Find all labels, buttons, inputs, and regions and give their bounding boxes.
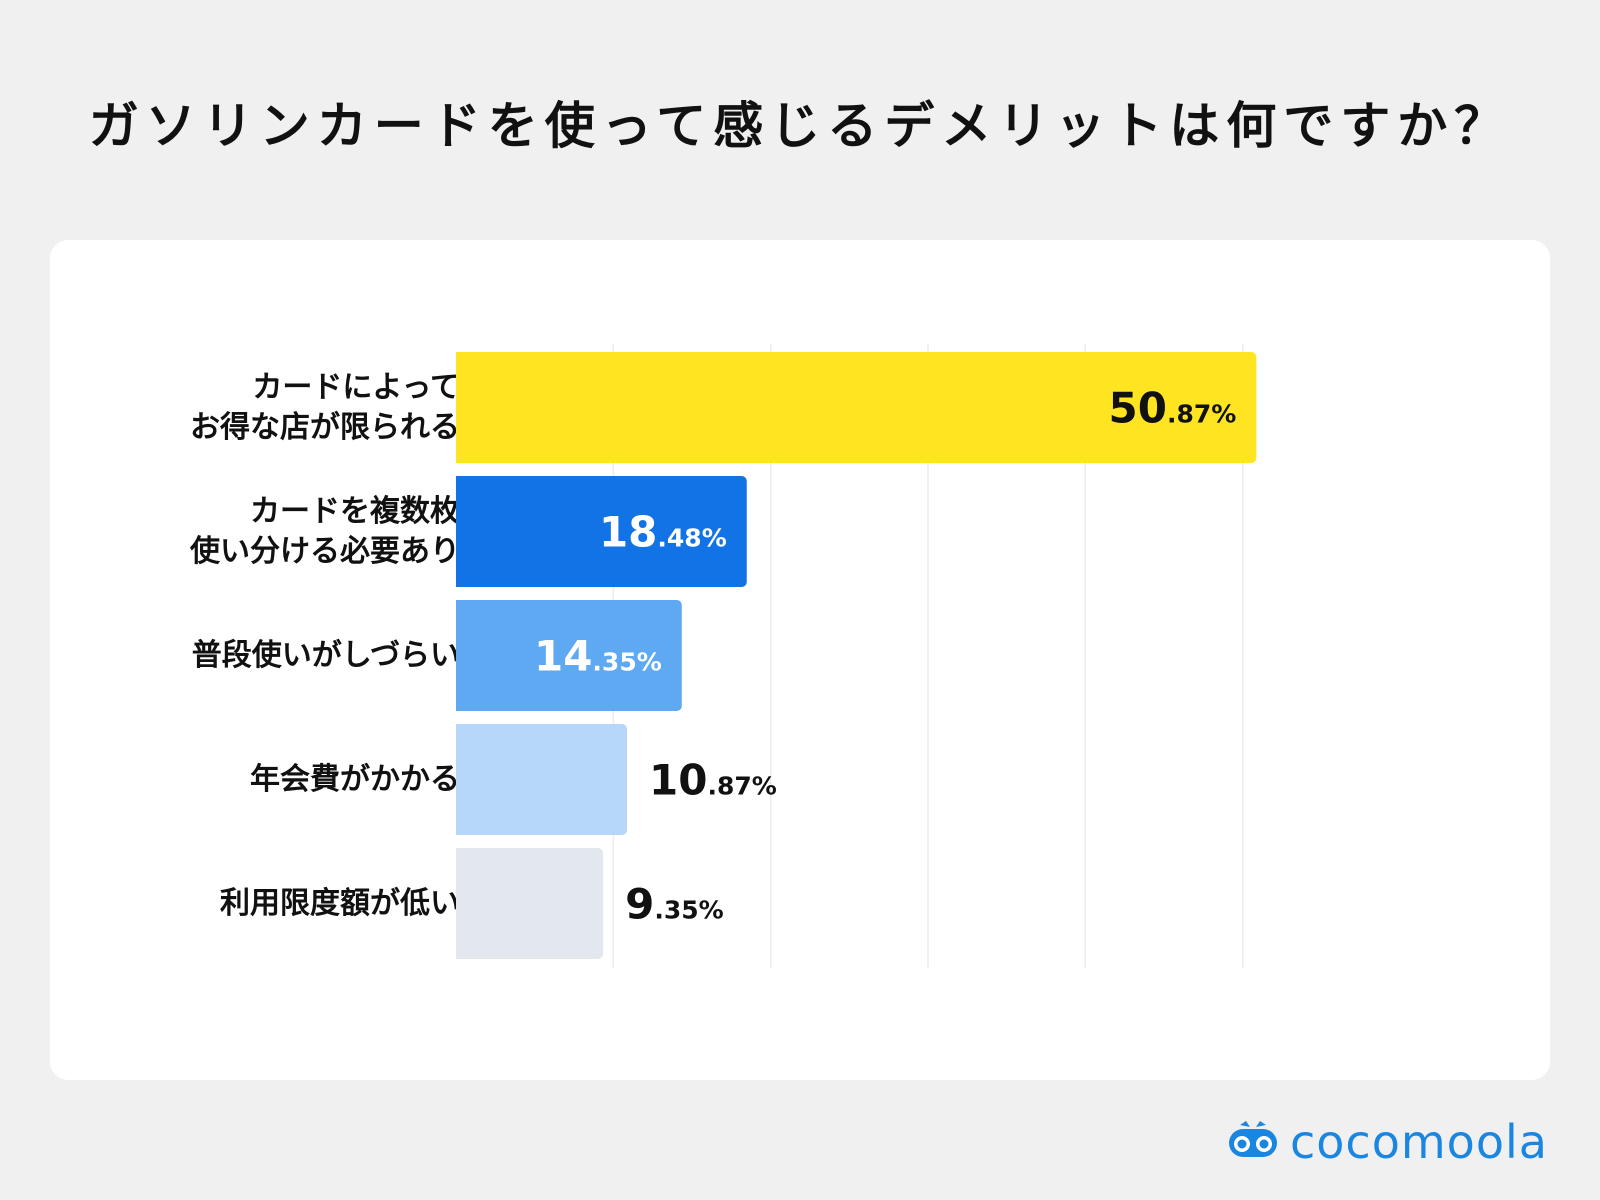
value-label-int: 10 — [649, 756, 707, 805]
value-label-dec: .48% — [657, 524, 726, 553]
value-label-dec: .87% — [707, 772, 776, 801]
value-label-int: 14 — [534, 632, 592, 681]
value-label-int: 50 — [1109, 384, 1167, 433]
value-label: 14.35% — [534, 632, 662, 681]
bar-edge — [456, 352, 464, 463]
bar-edge — [456, 600, 464, 711]
category-label-line: 利用限度額が低い — [220, 885, 460, 921]
category-label: 普段使いがしづらい — [110, 636, 460, 676]
value-label: 10.87% — [649, 756, 777, 805]
bar-group: 50.87% — [456, 352, 1257, 463]
category-label: 利用限度額が低い — [110, 884, 460, 924]
chart-title: ガソリンカードを使って感じるデメリットは何ですか？ — [88, 97, 1512, 155]
value-label: 50.87% — [1109, 384, 1237, 433]
category-label-line: お得な店が限られる — [190, 409, 460, 445]
category-label: カードによってお得な店が限られる — [110, 368, 460, 448]
bar — [456, 600, 682, 711]
category-label-line: カードを複数枚 — [250, 493, 460, 529]
bar-group: 14.35% — [456, 600, 682, 711]
value-label-dec: .35% — [592, 648, 661, 677]
value-label-int: 9 — [625, 880, 654, 929]
bar — [456, 352, 1257, 463]
bar-group: 9.35% — [456, 848, 724, 959]
bar — [456, 724, 628, 835]
brand-logo: cocomoola — [1226, 1114, 1548, 1170]
category-label-line: 年会費がかかる — [250, 761, 460, 797]
value-label-int: 18 — [599, 508, 657, 557]
category-label-line: カードによって — [252, 369, 460, 405]
bar-group: 18.48% — [456, 476, 747, 587]
bar-group: 10.87% — [456, 724, 777, 835]
category-label: カードを複数枚使い分ける必要あり — [110, 492, 460, 572]
bar-edge — [456, 476, 464, 587]
value-label: 9.35% — [625, 880, 724, 929]
brand-name: cocomoola — [1290, 1115, 1548, 1169]
bar — [456, 848, 604, 959]
category-label: 年会費がかかる — [110, 760, 460, 800]
category-label-line: 普段使いがしづらい — [191, 637, 460, 673]
bar-edge — [456, 848, 464, 959]
bar-chart: 50.87%18.48%14.35%10.87%9.35% — [456, 344, 1257, 968]
bar — [456, 476, 747, 587]
category-label-line: 使い分ける必要あり — [190, 533, 460, 569]
bar-edge — [456, 724, 464, 835]
binoculars-icon — [1226, 1119, 1280, 1165]
value-label-dec: .35% — [654, 896, 723, 925]
value-label-dec: .87% — [1167, 400, 1236, 429]
value-label: 18.48% — [599, 508, 727, 557]
chart-card: カードによってお得な店が限られるカードを複数枚使い分ける必要あり 普段使いがしづら… — [50, 240, 1550, 1080]
